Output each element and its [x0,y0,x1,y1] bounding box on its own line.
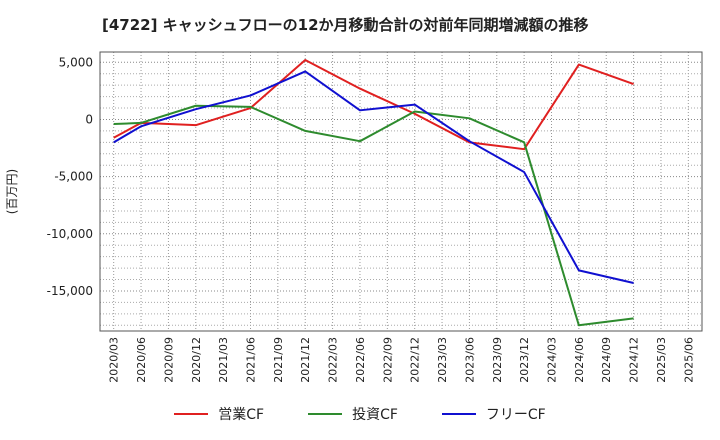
y-tick-label: -15,000 [47,284,93,298]
y-tick-label: 0 [85,112,93,126]
legend-swatch [174,413,209,415]
x-tick-label: 2023/06 [463,337,476,383]
x-tick-label: 2023/03 [436,337,449,383]
x-tick-label: 2020/12 [190,337,203,383]
x-tick-label: 2022/03 [327,337,340,383]
x-tick-label: 2020/06 [135,337,148,383]
chart-title: [4722] キャッシュフローの12か月移動合計の対前年同期増減額の推移 [102,16,589,34]
x-tick-label: 2023/12 [518,337,531,383]
x-tick-label: 2021/12 [299,337,312,383]
legend-item: 投資CF [308,404,398,424]
legend-label: フリーCF [485,407,546,423]
series-line [113,70,634,284]
x-tick-label: 2020/09 [162,337,175,383]
y-tick-label: -5,000 [54,170,93,184]
x-tick-label: 2024/09 [600,337,613,383]
series-line [113,59,634,151]
x-tick-label: 2024/06 [573,337,586,383]
x-tick-label: 2023/09 [491,337,504,383]
y-tick-label: 5,000 [59,55,93,69]
x-tick-label: 2021/06 [245,337,258,383]
legend-label: 営業CF [218,407,265,423]
legend-swatch [308,413,343,415]
x-tick-label: 2022/06 [354,337,367,383]
x-tick-label: 2021/09 [272,337,285,383]
y-axis-label: (百万円) [5,169,19,214]
legend-swatch [441,413,476,415]
x-tick-label: 2022/12 [409,337,422,383]
legend-label: 投資CF [352,407,398,423]
y-tick-label: -10,000 [47,227,93,241]
legend-item: フリーCF [441,404,546,424]
x-tick-label: 2025/06 [682,337,695,383]
x-tick-label: 2020/03 [108,337,121,383]
plot-area [100,52,702,331]
legend-item: 営業CF [174,404,264,424]
chart-legend: 営業CF 投資CF フリーCF [0,404,720,424]
plot-border [99,51,703,332]
x-tick-label: 2025/03 [655,337,668,383]
x-tick-label: 2024/12 [628,337,641,383]
x-tick-label: 2022/09 [381,337,394,383]
x-tick-label: 2021/03 [217,337,230,383]
x-tick-label: 2024/03 [546,337,559,383]
